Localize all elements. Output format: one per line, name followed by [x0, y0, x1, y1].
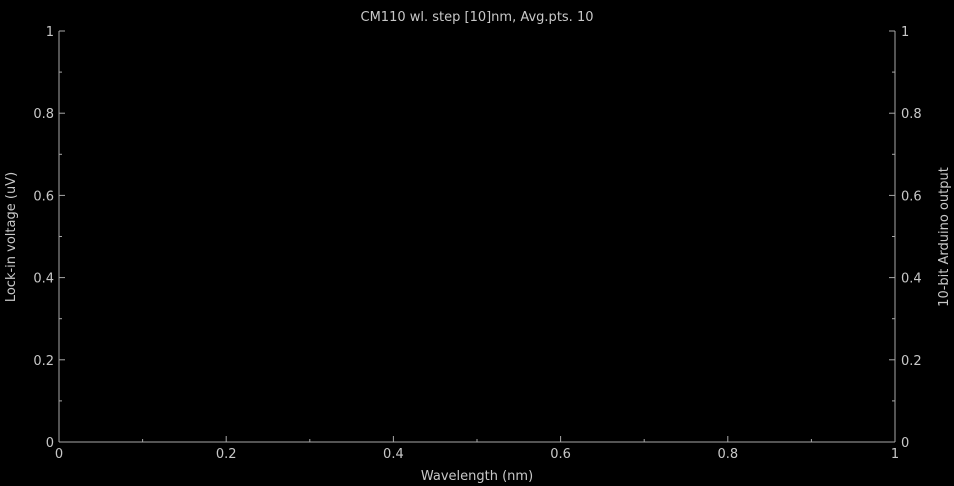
x-tick-label: 0.6 [550, 447, 571, 462]
y-tick-label: 0.4 [33, 272, 54, 287]
x-tick-label: 0 [55, 447, 63, 462]
y-axis-ticks: 0 0.2 0.4 0.6 0.8 1 [33, 25, 65, 451]
y2-tick-label: 0.2 [901, 354, 922, 369]
y-tick-label: 1 [46, 25, 54, 40]
y-tick-label: 0 [46, 436, 54, 451]
y2-tick-label: 1 [901, 25, 909, 40]
y-tick-label: 0.6 [33, 189, 54, 204]
y-tick-label: 0.8 [33, 107, 54, 122]
y2-axis-title: 10-bit Arduino output [937, 167, 952, 307]
y2-tick-label: 0.6 [901, 189, 922, 204]
x-tick-label: 1 [891, 447, 899, 462]
x-tick-label: 0.2 [216, 447, 237, 462]
y-tick-label: 0.2 [33, 354, 54, 369]
y2-tick-label: 0.8 [901, 107, 922, 122]
x-axis-ticks: 0 0.2 0.4 0.6 0.8 1 [55, 436, 899, 462]
x-tick-label: 0.4 [383, 447, 404, 462]
y-axis-title: Lock-in voltage (uV) [4, 172, 19, 302]
x-axis-title: Wavelength (nm) [421, 469, 533, 484]
y2-tick-label: 0.4 [901, 272, 922, 287]
x-tick-label: 0.8 [717, 447, 738, 462]
chart-title: CM110 wl. step [10]nm, Avg.pts. 10 [361, 10, 594, 25]
y2-tick-label: 0 [901, 436, 909, 451]
y2-axis-ticks: 0 0.2 0.4 0.6 0.8 1 [889, 25, 922, 451]
